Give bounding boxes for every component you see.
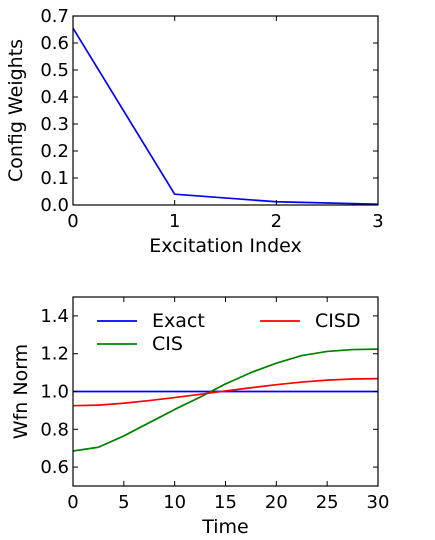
y-tick-label: 0.8 — [40, 419, 69, 440]
y-tick-label: 0.4 — [40, 87, 69, 108]
legend-label-cisd: CISD — [315, 310, 361, 332]
x-tick-label: 25 — [316, 492, 339, 513]
y-tick-label: 0.1 — [40, 168, 69, 189]
y-tick-label: 0.5 — [40, 60, 69, 81]
wfn-norm-chart: 0 5 10 15 20 25 30 0.6 0.8 1.0 1.2 1.4 Time Wfn Norm E… — [10, 296, 390, 538]
y-tick-label: 0.6 — [40, 33, 69, 54]
y-tick-label: 0.6 — [40, 457, 69, 478]
x-tick-label: 5 — [118, 492, 129, 513]
y-tick-label: 1.2 — [40, 344, 69, 365]
series-line-0 — [73, 27, 378, 205]
y-tick-label: 0.3 — [40, 114, 69, 135]
y-tick-label: 1.0 — [40, 382, 69, 403]
x-tick-label: 2 — [271, 211, 282, 232]
x-axis-label: Time — [201, 516, 249, 538]
legend-label-exact: Exact — [152, 310, 205, 332]
x-tick-label: 20 — [265, 492, 288, 513]
y-axis-label: Wfn Norm — [10, 344, 32, 439]
plot-frame — [72, 15, 379, 206]
x-tick-label: 3 — [372, 211, 383, 232]
series-line-cis — [73, 348, 378, 452]
x-tick-label: 0 — [67, 211, 78, 232]
x-axis-label: Excitation Index — [149, 235, 301, 257]
y-tick-label: 0.0 — [40, 195, 69, 216]
x-tick-label: 0 — [67, 492, 78, 513]
y-tick-label: 0.7 — [40, 6, 69, 27]
series-line-cisd — [73, 377, 378, 407]
legend-label-cis: CIS — [152, 333, 183, 355]
x-tick-label: 1 — [169, 211, 180, 232]
y-axis-label: Config Weights — [5, 39, 27, 182]
y-tick-label: 1.4 — [40, 306, 69, 327]
config-weights-chart: 0 1 2 3 0.0 0.1 0.2 0.3 0.4 0.5 0.6 0.7 Excitation I… — [5, 6, 384, 257]
x-tick-label: 30 — [367, 492, 390, 513]
x-tick-label: 10 — [163, 492, 186, 513]
y-tick-label: 0.2 — [40, 141, 69, 162]
x-tick-label: 15 — [214, 492, 237, 513]
